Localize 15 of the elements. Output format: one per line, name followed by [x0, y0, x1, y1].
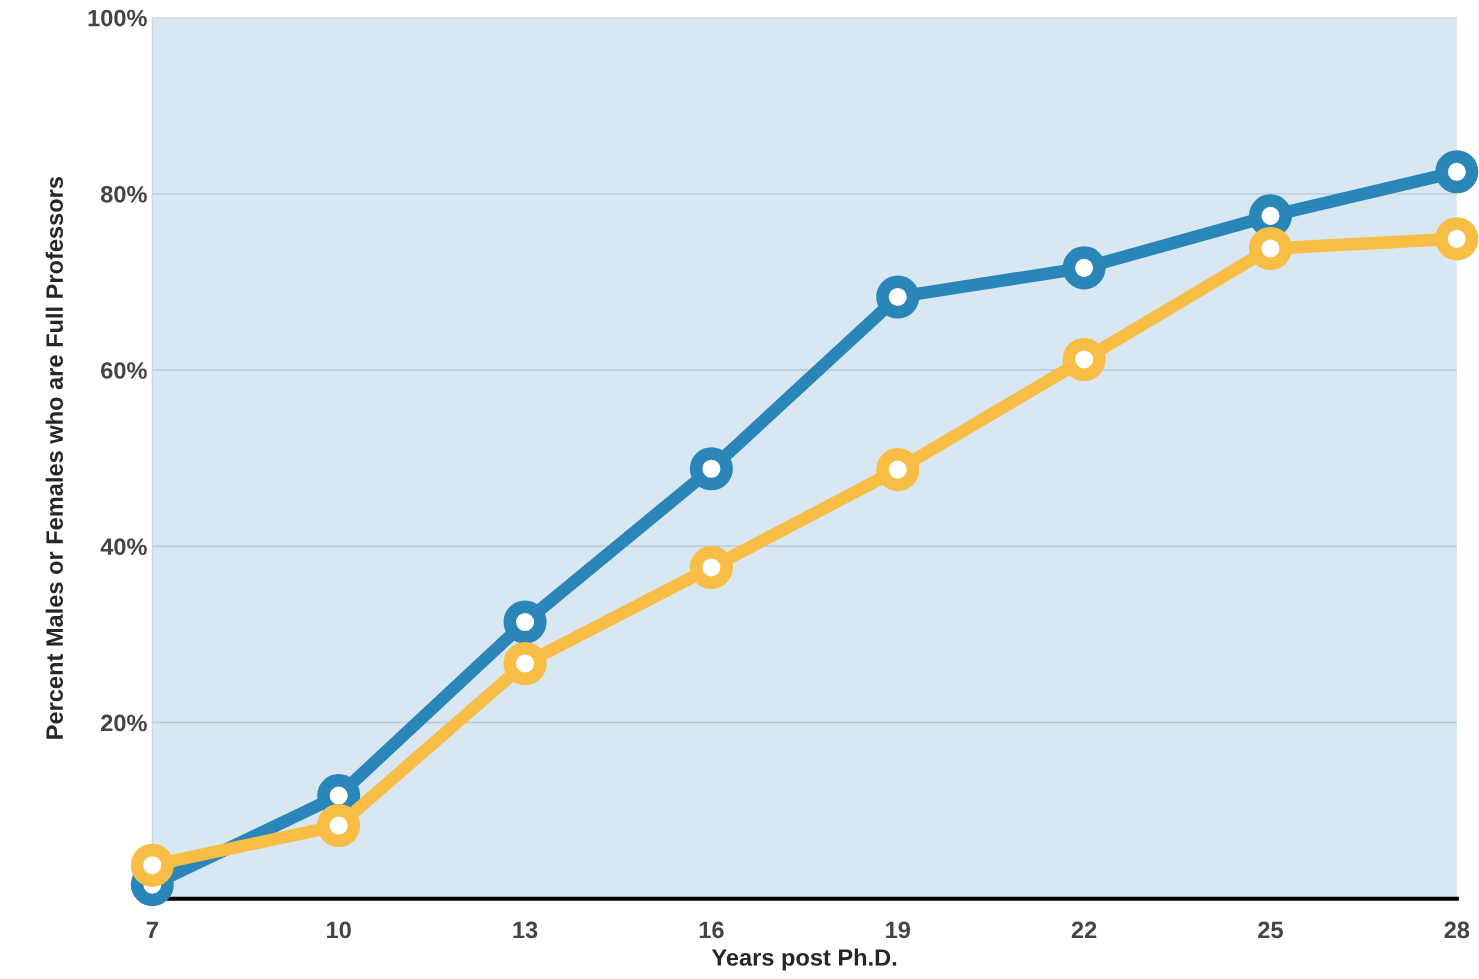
- x-tick-label: 13: [513, 921, 538, 939]
- x-tick-label: 16: [699, 921, 724, 939]
- x-tick-label: 25: [1258, 921, 1283, 939]
- y-tick-label: 80%: [100, 185, 147, 203]
- y-tick-label: 60%: [101, 362, 147, 379]
- y-tick-label: 20%: [101, 714, 147, 732]
- x-tick-label: 22: [1071, 921, 1097, 939]
- x-tick-label: 19: [886, 921, 911, 939]
- y-tick-label: 40%: [100, 538, 147, 556]
- x-axis-title: Years post Ph.D.: [711, 948, 897, 971]
- y-tick-label: 100%: [88, 9, 147, 27]
- x-tick-label: 28: [1444, 921, 1470, 939]
- x-tick-label: 10: [327, 921, 351, 939]
- x-tick-label: 7: [146, 921, 158, 939]
- y-axis-title: Percent Males or Females who are Full Professors: [45, 176, 63, 739]
